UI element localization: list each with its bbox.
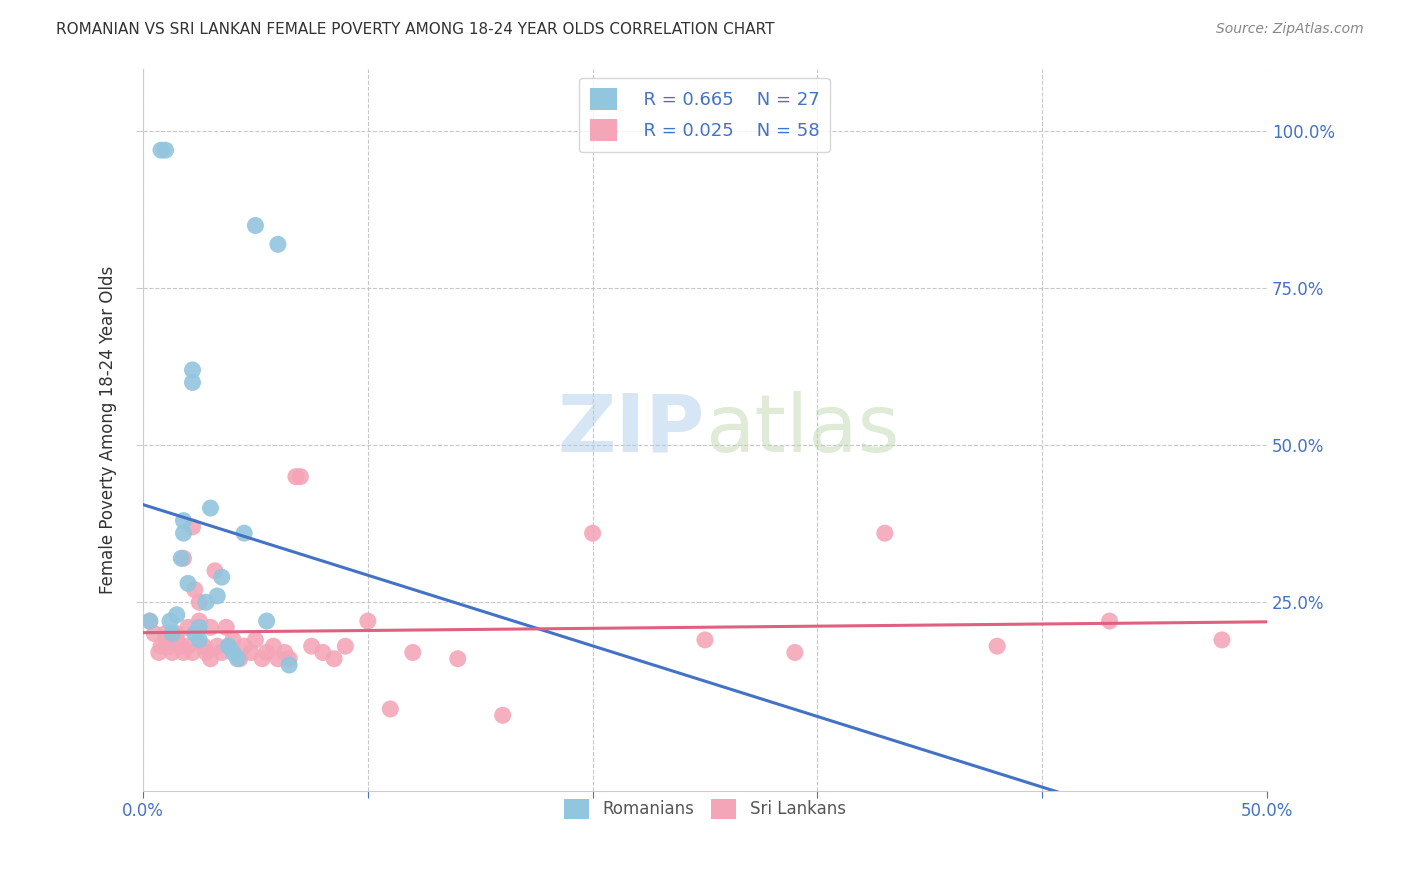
Point (181, 520, 204, 534)
Point (217, 639, 239, 653)
Point (188, 614, 211, 628)
Point (211, 645, 233, 659)
Point (357, 614, 380, 628)
Point (256, 614, 278, 628)
Point (323, 652, 346, 666)
Point (228, 652, 250, 666)
Point (162, 645, 184, 659)
Text: atlas: atlas (704, 391, 900, 468)
Point (217, 639, 239, 653)
Point (492, 708, 515, 723)
Legend: Romanians, Sri Lankans: Romanians, Sri Lankans (558, 792, 852, 826)
Point (159, 639, 181, 653)
Point (188, 595, 211, 609)
Point (222, 645, 245, 659)
Point (267, 652, 290, 666)
Point (188, 620, 211, 634)
Point (150, 639, 173, 653)
Point (181, 376, 204, 390)
Point (335, 639, 357, 653)
Point (155, 143, 177, 157)
Point (184, 626, 207, 640)
Point (207, 589, 229, 603)
Point (188, 632, 211, 647)
Point (166, 607, 188, 622)
Point (873, 526, 896, 541)
Point (173, 645, 195, 659)
Point (166, 632, 188, 647)
Point (170, 551, 193, 566)
Point (211, 570, 233, 584)
Point (177, 639, 200, 653)
Point (139, 614, 162, 628)
Point (986, 639, 1008, 653)
Point (193, 639, 215, 653)
Point (267, 237, 290, 252)
Point (250, 652, 273, 666)
Point (177, 620, 200, 634)
Point (143, 626, 166, 640)
Point (245, 632, 267, 647)
Text: ROMANIAN VS SRI LANKAN FEMALE POVERTY AMONG 18-24 YEAR OLDS CORRELATION CHART: ROMANIAN VS SRI LANKAN FEMALE POVERTY AM… (56, 22, 775, 37)
Point (1098, 614, 1121, 628)
Point (195, 645, 218, 659)
Text: Source: ZipAtlas.com: Source: ZipAtlas.com (1216, 22, 1364, 37)
Point (284, 469, 307, 483)
Point (162, 626, 184, 640)
Point (170, 639, 193, 653)
Point (256, 645, 278, 659)
Point (222, 632, 245, 647)
Point (200, 620, 222, 634)
Point (204, 564, 226, 578)
Point (200, 501, 222, 516)
Point (278, 658, 301, 673)
Point (783, 645, 806, 659)
Point (278, 652, 301, 666)
Point (181, 645, 204, 659)
Y-axis label: Female Poverty Among 18-24 Year Olds: Female Poverty Among 18-24 Year Olds (100, 266, 117, 594)
Point (273, 645, 295, 659)
Point (195, 595, 218, 609)
Point (173, 526, 195, 541)
Point (166, 626, 188, 640)
Point (301, 639, 323, 653)
Point (380, 702, 402, 716)
Point (155, 626, 177, 640)
Point (148, 645, 170, 659)
Point (177, 576, 200, 591)
Point (159, 614, 181, 628)
Point (184, 582, 207, 597)
Point (581, 526, 603, 541)
Point (312, 645, 335, 659)
Point (173, 514, 195, 528)
Text: ZIP: ZIP (558, 391, 704, 468)
Point (447, 652, 470, 666)
Point (150, 143, 173, 157)
Point (233, 526, 256, 541)
Point (139, 614, 162, 628)
Point (402, 645, 425, 659)
Point (245, 219, 267, 233)
Point (693, 632, 716, 647)
Point (173, 551, 195, 566)
Point (226, 652, 249, 666)
Point (155, 632, 177, 647)
Point (239, 645, 262, 659)
Point (207, 639, 229, 653)
Point (181, 363, 204, 377)
Point (1211, 632, 1233, 647)
Point (215, 620, 238, 634)
Point (233, 639, 256, 653)
Point (290, 469, 312, 483)
Point (262, 639, 284, 653)
Point (200, 652, 222, 666)
